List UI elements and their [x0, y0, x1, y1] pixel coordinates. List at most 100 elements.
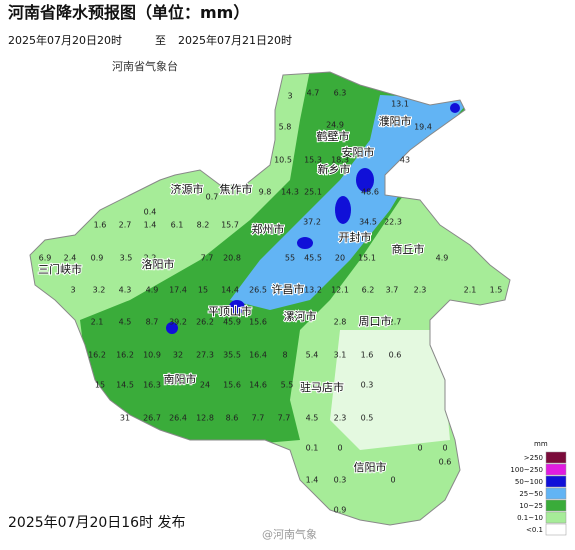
- station-value: 15.3: [304, 156, 322, 165]
- station-value: 26.2: [196, 318, 214, 327]
- station-value: 6.3: [334, 89, 347, 98]
- station-value: 7.7: [252, 414, 265, 423]
- title: 河南省降水预报图（单位：mm）: [8, 3, 249, 22]
- station-value: 1.6: [361, 351, 374, 360]
- city-label: 平顶山市: [208, 304, 252, 318]
- station-value: 3.1: [334, 351, 347, 360]
- station-value: 15: [198, 286, 208, 295]
- station-value: 15.7: [221, 221, 239, 230]
- station-value: 4.9: [146, 286, 159, 295]
- station-value: 19.4: [414, 123, 432, 132]
- legend-label: 0.1~10: [517, 514, 543, 522]
- city-label: 驻马店市: [300, 380, 344, 394]
- station-value: 0.3: [361, 381, 374, 390]
- station-value: 3.7: [386, 286, 399, 295]
- station-value: 18.3: [331, 156, 349, 165]
- station-value: 20.8: [223, 254, 241, 263]
- city-label: 郑州市: [252, 222, 285, 236]
- station-value: 45.5: [304, 254, 322, 263]
- station-value: 14.3: [281, 188, 299, 197]
- station-value: 0.3: [334, 476, 347, 485]
- station-value: 2.4: [64, 254, 77, 263]
- station-value: 32: [173, 351, 183, 360]
- issuer: 河南省气象台: [112, 59, 178, 73]
- legend-swatch: [545, 487, 567, 500]
- city-label: 商丘市: [392, 242, 425, 256]
- city-label: 焦作市: [220, 182, 253, 196]
- station-value: 2.2: [144, 254, 157, 263]
- station-value: 1.4: [306, 476, 319, 485]
- station-value: 16.3: [143, 381, 161, 390]
- station-value: 34.5: [359, 218, 377, 227]
- city-label: 洛阳市: [142, 257, 175, 271]
- station-value: 2.3: [334, 414, 347, 423]
- station-value: 8.6: [226, 414, 239, 423]
- station-value: 3: [287, 92, 292, 101]
- station-value: 16.2: [116, 351, 134, 360]
- station-value: 0.9: [334, 506, 347, 515]
- legend-swatch: [545, 511, 567, 524]
- station-value: 35.5: [223, 351, 241, 360]
- city-label: 濮阳市: [379, 114, 412, 128]
- station-value: 15.6: [249, 318, 267, 327]
- station-value: 9.8: [259, 188, 272, 197]
- legend-swatch: [545, 499, 567, 512]
- station-value: 0.4: [144, 208, 157, 217]
- station-value: 1.6: [94, 221, 107, 230]
- city-label: 新乡市: [318, 162, 351, 176]
- station-value: 0.6: [439, 458, 452, 467]
- station-value: 0.1: [306, 444, 319, 453]
- station-value: 2.7: [119, 221, 132, 230]
- station-value: 16.4: [249, 351, 267, 360]
- station-value: 1.5: [490, 286, 503, 295]
- city-label: 三门峡市: [38, 262, 82, 276]
- city-label: 安阳市: [342, 145, 375, 159]
- stations: 3 4.7 6.3 5.8 24.9 13.1 19.4 10.5 15.3 18.3 43 9.8 1…: [39, 89, 503, 515]
- station-value: 3.2: [93, 286, 106, 295]
- station-value: 25.1: [304, 188, 322, 197]
- legend-swatch: [545, 451, 567, 464]
- station-value: 55: [285, 254, 295, 263]
- station-value: 39.2: [169, 318, 187, 327]
- station-value: 26.7: [143, 414, 161, 423]
- station-value: 2.8: [334, 318, 347, 327]
- city-label: 周口市: [359, 314, 392, 328]
- period-end: 2025年07月21日20时: [178, 33, 292, 47]
- period-sep: 至: [155, 34, 166, 47]
- station-value: 13.2: [304, 286, 322, 295]
- station-value: 26.5: [249, 286, 267, 295]
- station-value: 4.7: [307, 89, 320, 98]
- city-label: 漯河市: [284, 309, 317, 323]
- station-value: 26.4: [169, 414, 187, 423]
- station-value: 0: [337, 444, 342, 453]
- station-value: 1.4: [144, 221, 157, 230]
- station-value: 48.6: [361, 188, 379, 197]
- station-value: 13.1: [391, 100, 409, 109]
- station-value: 6.1: [171, 221, 184, 230]
- city-label: 鹤壁市: [317, 129, 350, 143]
- station-value: 14.4: [221, 286, 239, 295]
- legend-unit: mm: [534, 440, 548, 448]
- station-value: 6.2: [362, 286, 375, 295]
- legend-label: 25~50: [519, 490, 543, 498]
- city-label: 济源市: [171, 182, 204, 196]
- station-value: 37.2: [303, 218, 321, 227]
- legend-swatch: [545, 523, 567, 536]
- legend-swatch: [545, 463, 567, 476]
- station-value: 0.7: [206, 193, 219, 202]
- station-value: 2.1: [91, 318, 104, 327]
- station-value: 0: [390, 476, 395, 485]
- station-value: 0: [417, 444, 422, 453]
- station-value: 12.8: [196, 414, 214, 423]
- legend-label: <0.1: [526, 526, 543, 534]
- station-value: 5.8: [279, 123, 292, 132]
- legend: >250 100~250 50~100 25~50 10~25 0.1~10 <0.1: [510, 451, 567, 536]
- station-value: 4.5: [306, 414, 319, 423]
- station-value: 7.7: [201, 254, 214, 263]
- city-label: 开封市: [339, 230, 372, 244]
- station-value: 15.6: [223, 381, 241, 390]
- city-label: 许昌市: [272, 282, 305, 296]
